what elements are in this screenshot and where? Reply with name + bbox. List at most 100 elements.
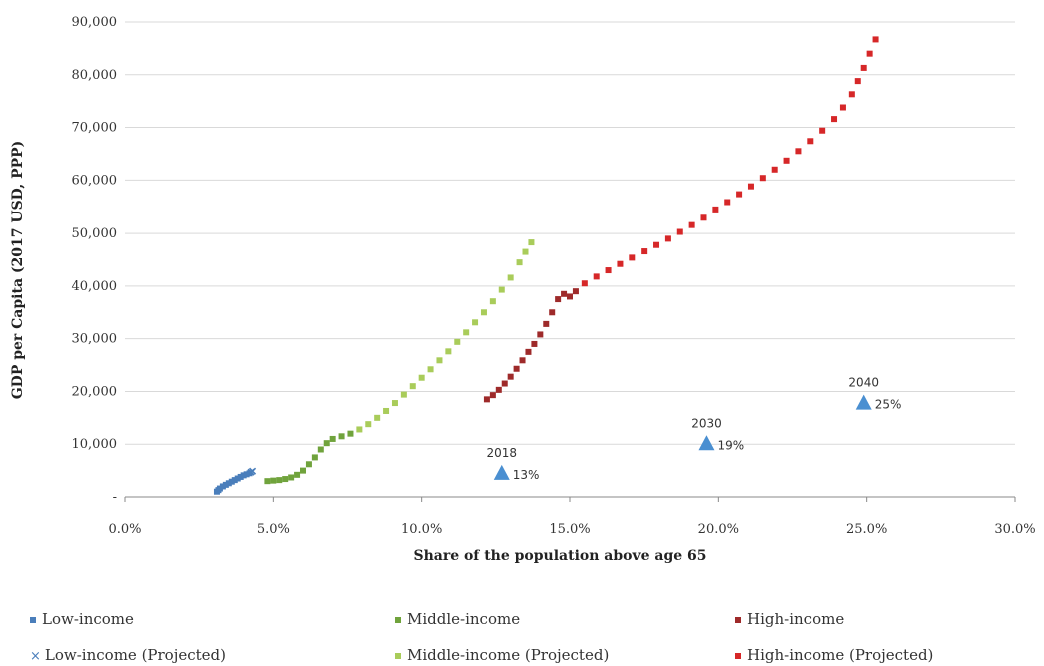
data-point bbox=[872, 36, 879, 43]
data-point bbox=[759, 175, 766, 182]
x-axis-ticks: 0.0% 5.0% 10.0% 15.0% 20.0% 25.0% 30.0% bbox=[108, 497, 1036, 537]
data-point bbox=[276, 477, 283, 484]
series-low-income-projected bbox=[247, 467, 257, 476]
x-tick-label: 25.0% bbox=[846, 522, 887, 537]
data-point bbox=[543, 320, 550, 327]
data-point bbox=[356, 426, 363, 433]
data-point bbox=[519, 357, 526, 364]
annotation-share: 13% bbox=[513, 468, 540, 482]
data-point bbox=[629, 254, 636, 261]
series-middle-income bbox=[264, 430, 354, 485]
data-point bbox=[507, 274, 514, 281]
annotation-share: 19% bbox=[717, 438, 744, 452]
legend-label: High-income bbox=[747, 610, 845, 628]
data-point bbox=[848, 91, 855, 98]
data-point bbox=[501, 380, 508, 387]
data-point bbox=[807, 138, 814, 145]
data-point bbox=[653, 241, 660, 248]
x-axis-title: Share of the population above age 65 bbox=[413, 548, 706, 564]
data-point bbox=[528, 239, 535, 246]
x-tick-label: 30.0% bbox=[994, 522, 1035, 537]
data-point bbox=[365, 421, 372, 428]
data-point bbox=[300, 467, 306, 474]
y-tick-label: 30,000 bbox=[72, 332, 118, 347]
series-middle-income-projected bbox=[356, 239, 535, 433]
data-point bbox=[854, 78, 861, 85]
data-point bbox=[454, 338, 461, 345]
triangle-marker bbox=[698, 435, 715, 451]
data-point bbox=[567, 293, 573, 300]
data-point bbox=[427, 366, 434, 373]
data-point bbox=[676, 228, 683, 235]
data-point bbox=[561, 290, 568, 297]
data-point bbox=[264, 478, 271, 485]
data-point bbox=[555, 296, 562, 303]
legend: Low-income Middle-income High-income × Low-i… bbox=[0, 600, 1044, 666]
legend-item: Middle-income (Projected) bbox=[395, 646, 609, 664]
data-point bbox=[572, 288, 579, 295]
data-point bbox=[641, 248, 648, 255]
data-point bbox=[445, 348, 452, 355]
data-point bbox=[418, 374, 425, 381]
data-point bbox=[795, 148, 802, 155]
data-point bbox=[531, 340, 538, 347]
data-points bbox=[213, 36, 879, 495]
y-tick-label: 90,000 bbox=[72, 15, 118, 30]
y-tick-label: 50,000 bbox=[72, 226, 118, 241]
data-point bbox=[288, 474, 295, 481]
data-point bbox=[436, 357, 443, 364]
y-tick-label: 40,000 bbox=[72, 279, 118, 294]
data-point bbox=[747, 183, 754, 190]
legend-marker bbox=[30, 617, 36, 623]
legend-item: Low-income bbox=[30, 610, 134, 628]
legend-label: High-income (Projected) bbox=[747, 646, 934, 664]
series-high-income-projected bbox=[581, 36, 879, 287]
series-low-income bbox=[213, 470, 253, 495]
annotation-year: 2030 bbox=[691, 416, 722, 430]
data-point bbox=[400, 391, 407, 398]
data-point bbox=[472, 319, 479, 326]
data-point bbox=[463, 329, 470, 336]
data-point bbox=[305, 461, 312, 468]
data-point bbox=[736, 191, 743, 198]
y-axis-title: GDP per Capita (2017 USD, PPP) bbox=[10, 141, 26, 400]
data-point bbox=[712, 206, 719, 213]
data-point bbox=[866, 50, 873, 57]
gridlines bbox=[125, 21, 1015, 445]
data-point bbox=[329, 435, 336, 442]
x-tick-label: 20.0% bbox=[698, 522, 739, 537]
data-point bbox=[522, 248, 529, 255]
data-point bbox=[480, 309, 487, 316]
y-tick-label: - bbox=[113, 490, 117, 505]
data-point bbox=[409, 383, 416, 390]
y-axis-ticks: - 10,000 20,000 30,000 40,000 50,000 60,000 70,… bbox=[72, 15, 118, 505]
data-point bbox=[831, 116, 838, 123]
legend-label: Low-income (Projected) bbox=[44, 646, 226, 664]
data-point bbox=[771, 166, 778, 173]
data-point bbox=[507, 373, 514, 380]
data-point bbox=[549, 309, 556, 316]
legend-marker bbox=[735, 617, 741, 623]
data-point bbox=[282, 476, 289, 483]
data-point bbox=[516, 259, 523, 266]
y-tick-label: 70,000 bbox=[72, 121, 118, 136]
data-point bbox=[537, 331, 544, 338]
annotation-share: 25% bbox=[875, 398, 902, 412]
data-point bbox=[489, 392, 496, 399]
data-point bbox=[593, 273, 600, 280]
x-tick-label: 10.0% bbox=[401, 522, 442, 537]
data-point bbox=[311, 454, 318, 461]
data-point bbox=[391, 400, 398, 407]
data-point bbox=[617, 260, 624, 267]
data-point bbox=[605, 267, 612, 274]
data-point bbox=[839, 104, 846, 111]
legend-marker bbox=[395, 617, 401, 623]
triangle-marker bbox=[493, 464, 510, 480]
annotation-year: 2040 bbox=[848, 376, 879, 390]
data-point bbox=[323, 440, 330, 447]
y-tick-label: 20,000 bbox=[72, 384, 118, 399]
data-point bbox=[513, 365, 520, 372]
data-point bbox=[688, 221, 695, 228]
data-point bbox=[270, 477, 277, 484]
data-point bbox=[483, 396, 490, 403]
